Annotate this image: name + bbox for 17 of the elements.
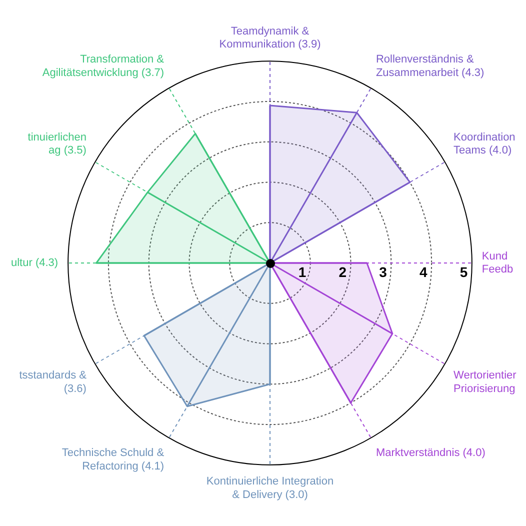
y-tick-label: 2 [338, 264, 347, 280]
spoke-label: Technische Schuld & Refactoring (4.1) [62, 447, 165, 472]
y-tick-label: 1 [298, 264, 306, 280]
spoke-label: Teamdynamik & Kommunikation (3.9) [219, 25, 321, 51]
y-tick-label: 5 [460, 264, 468, 280]
spoke-label: ultur (4.3) [10, 257, 58, 270]
spoke-label: Marktverständnis (4.0) [376, 447, 486, 460]
spoke-label: Koordination Teams (4.0) [454, 131, 516, 156]
spoke-label: Rollenverständnis & Zusammenarbeit (4.3) [376, 54, 484, 79]
spoke-label: tsstandards & (3.6) [19, 370, 88, 395]
spoke-label: Transformation & Agilitätsentwicklung (3.7) [42, 54, 165, 79]
spoke-label: Wertorientier Priorisierung [454, 370, 517, 395]
y-tick-label: 3 [379, 264, 388, 280]
y-tick-label: 4 [420, 264, 428, 280]
spoke-label: Kund Feedb [482, 250, 514, 276]
spoke-label: Kontinuierliche Integration & Delivery (3.0) [206, 476, 334, 501]
spoke-label: tinuierlichen ag (3.5) [28, 131, 86, 156]
